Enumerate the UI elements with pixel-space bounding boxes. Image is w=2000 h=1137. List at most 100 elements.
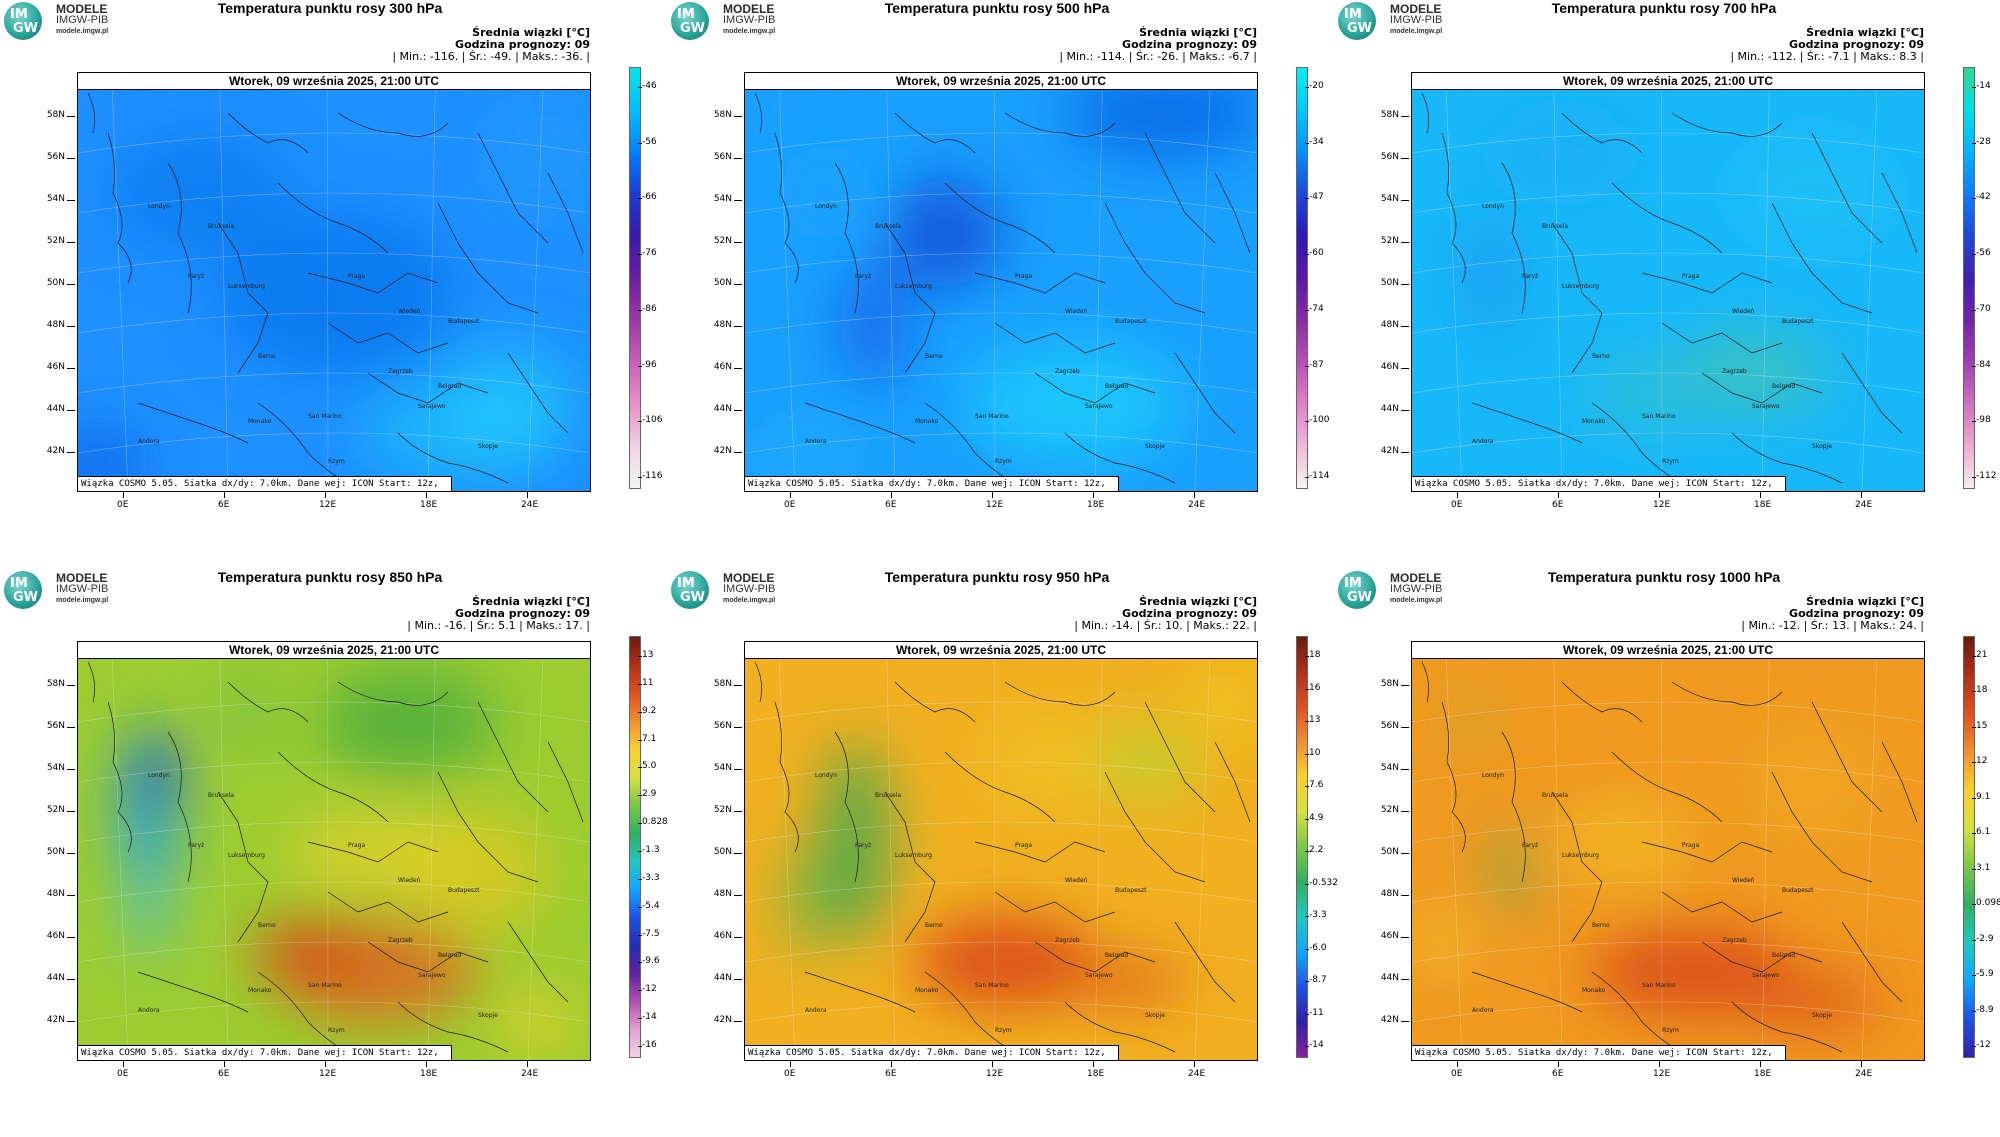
field-blob [1492,118,1632,188]
colorbar-tick: -8.7 [1305,975,1327,985]
graticule-line [78,821,590,843]
logo-badge-bottom: GW [1347,21,1373,36]
field-blob [138,732,178,812]
border-line [754,92,762,134]
border-line [397,1001,509,1053]
colorbar-tick: -1.3 [638,845,660,855]
longitude-label: 12E [986,1061,1004,1079]
border-line [1064,432,1176,484]
country-borders [87,661,584,1053]
colorbar [629,67,641,489]
border-line [107,132,132,284]
border-line [1731,432,1843,484]
graticule-line [111,73,129,491]
forecast-panel-6: IM GW MODELE IMGW-PIB modele.imgw.pl Tem… [1334,569,2000,1137]
colorbar-tick: -12 [1972,1040,1991,1050]
latitude-label: 42N [1371,446,1409,456]
colorbar-tick: 2.2 [1304,845,1324,855]
city-label: Paryż [188,273,205,280]
city-label: Skopje [478,1012,498,1019]
colorbar-tick: -28 [1972,136,1991,147]
stats-line: | Min.: -116. | Śr.: -49. | Maks.: -36. … [392,50,590,63]
dewpoint-map[interactable]: Wtorek, 09 września 2025, 21:00 UTC Wiąz… [1411,72,1925,492]
latitude-label: 52N [704,236,742,246]
graticule-line [745,132,1257,154]
logo-line-2: IMGW-PIB [56,583,109,595]
field-blob [840,258,910,388]
logo-badge-top: IM [10,576,28,591]
colorbar-tick: -9.6 [638,956,660,967]
stats-block: Średnia wiązki [°C] Godzina prognozy: 09… [1074,596,1257,632]
border-line [884,791,936,943]
longitude-label: 18E [420,1061,438,1079]
latitude-label: 56N [37,721,75,731]
graticule-line [1761,642,1770,1060]
city-label: Belgrad [1105,383,1129,390]
border-line [1611,751,1723,823]
city-label: Wiedeń [1065,308,1088,315]
country-borders [87,92,584,484]
city-label: Paryż [1522,273,1539,280]
colorbar-tick: -11 [1305,1007,1324,1018]
graticule-line [78,701,590,723]
dewpoint-map[interactable]: Wtorek, 09 września 2025, 21:00 UTC Wiąz… [77,72,591,492]
graticule-line [886,73,896,491]
dewpoint-map[interactable]: Wtorek, 09 września 2025, 21:00 UTC Wiąz… [77,641,591,1061]
date-bar: Wtorek, 09 września 2025, 21:00 UTC [1412,642,1924,659]
colorbar-tick: 0.098 [1972,898,2000,909]
forecast-hour: Godzina prognozy: 09 [1789,38,1924,51]
city-label: Belgrad [438,383,462,390]
colorbar-tick: -12 [638,984,657,995]
model-footer: Wiązka COSMO 5.05. Siatka dx/dy: 7.0km. … [78,476,452,491]
city-label: Budapeszt [1782,887,1814,894]
graticule-line [78,132,590,154]
city-label: Praga [1015,273,1033,280]
latitude-label: 52N [1371,805,1409,815]
panel-title: Temperatura punktu rosy 1000 hPa [1547,569,1781,585]
colorbar-ticks: 21 18 15 12 9.1 6.1 3.1 0.098 -2.9 -5.9 -8.9 -12 [1971,636,2000,1056]
graticule-line [1861,642,1878,1060]
latitude-label: 54N [37,763,75,773]
border-line [217,222,269,374]
border-line [1641,841,1773,863]
border-line [1034,941,1156,973]
colorbar-tick: 18 [1304,650,1321,660]
logo-line-3: modele.imgw.pl [56,597,109,604]
colorbar [1963,67,1975,489]
city-label: Skopje [1145,443,1165,450]
city-label: Bruksela [875,792,902,799]
longitude-label: 6E [1552,1061,1564,1079]
city-label: Luksemburg [895,283,932,290]
graticule-line [1412,312,1924,334]
longitude-label: 6E [218,1061,230,1079]
dewpoint-map[interactable]: Wtorek, 09 września 2025, 21:00 UTC Wiąz… [1411,641,1925,1061]
forecast-panel-2: IM GW MODELE IMGW-PIB modele.imgw.pl Tem… [667,0,1333,568]
city-label: San Marino [975,413,1009,420]
border-line [1811,701,1883,813]
longitude-label: 18E [1754,1061,1772,1079]
latitude-label: 42N [704,1015,742,1025]
dewpoint-map[interactable]: Wtorek, 09 września 2025, 21:00 UTC Wiąz… [744,641,1258,1061]
city-label: Sarajewo [1752,972,1780,979]
city-label: Praga [1682,842,1700,849]
latitude-label: 48N [1371,320,1409,330]
field-blob [488,93,590,213]
border-line [1174,921,1236,1003]
colorbar-tick: 7.6 [1304,780,1324,790]
imgw-logo-icon: IM GW [671,571,709,609]
colorbar-tick: -87 [1305,359,1324,370]
graticule-line [1412,432,1924,454]
graticule-line [1412,941,1924,963]
latitude-label: 50N [37,847,75,857]
stats-block: Średnia wiązki [°C] Godzina prognozy: 09… [392,27,590,63]
city-label: Rzym [1662,458,1679,465]
model-footer: Wiązka COSMO 5.05. Siatka dx/dy: 7.0km. … [1412,476,1786,491]
colorbar-tick: -34 [1305,136,1324,147]
border-line [437,771,539,883]
city-label: Luksemburg [895,852,932,859]
colorbar-tick: -116 [637,471,663,481]
logo-text: MODELE IMGW-PIB modele.imgw.pl [1390,3,1442,37]
border-line [1064,1001,1176,1053]
city-label: Wiedeń [1732,877,1755,884]
dewpoint-map[interactable]: Wtorek, 09 września 2025, 21:00 UTC Wiąz… [744,72,1258,492]
